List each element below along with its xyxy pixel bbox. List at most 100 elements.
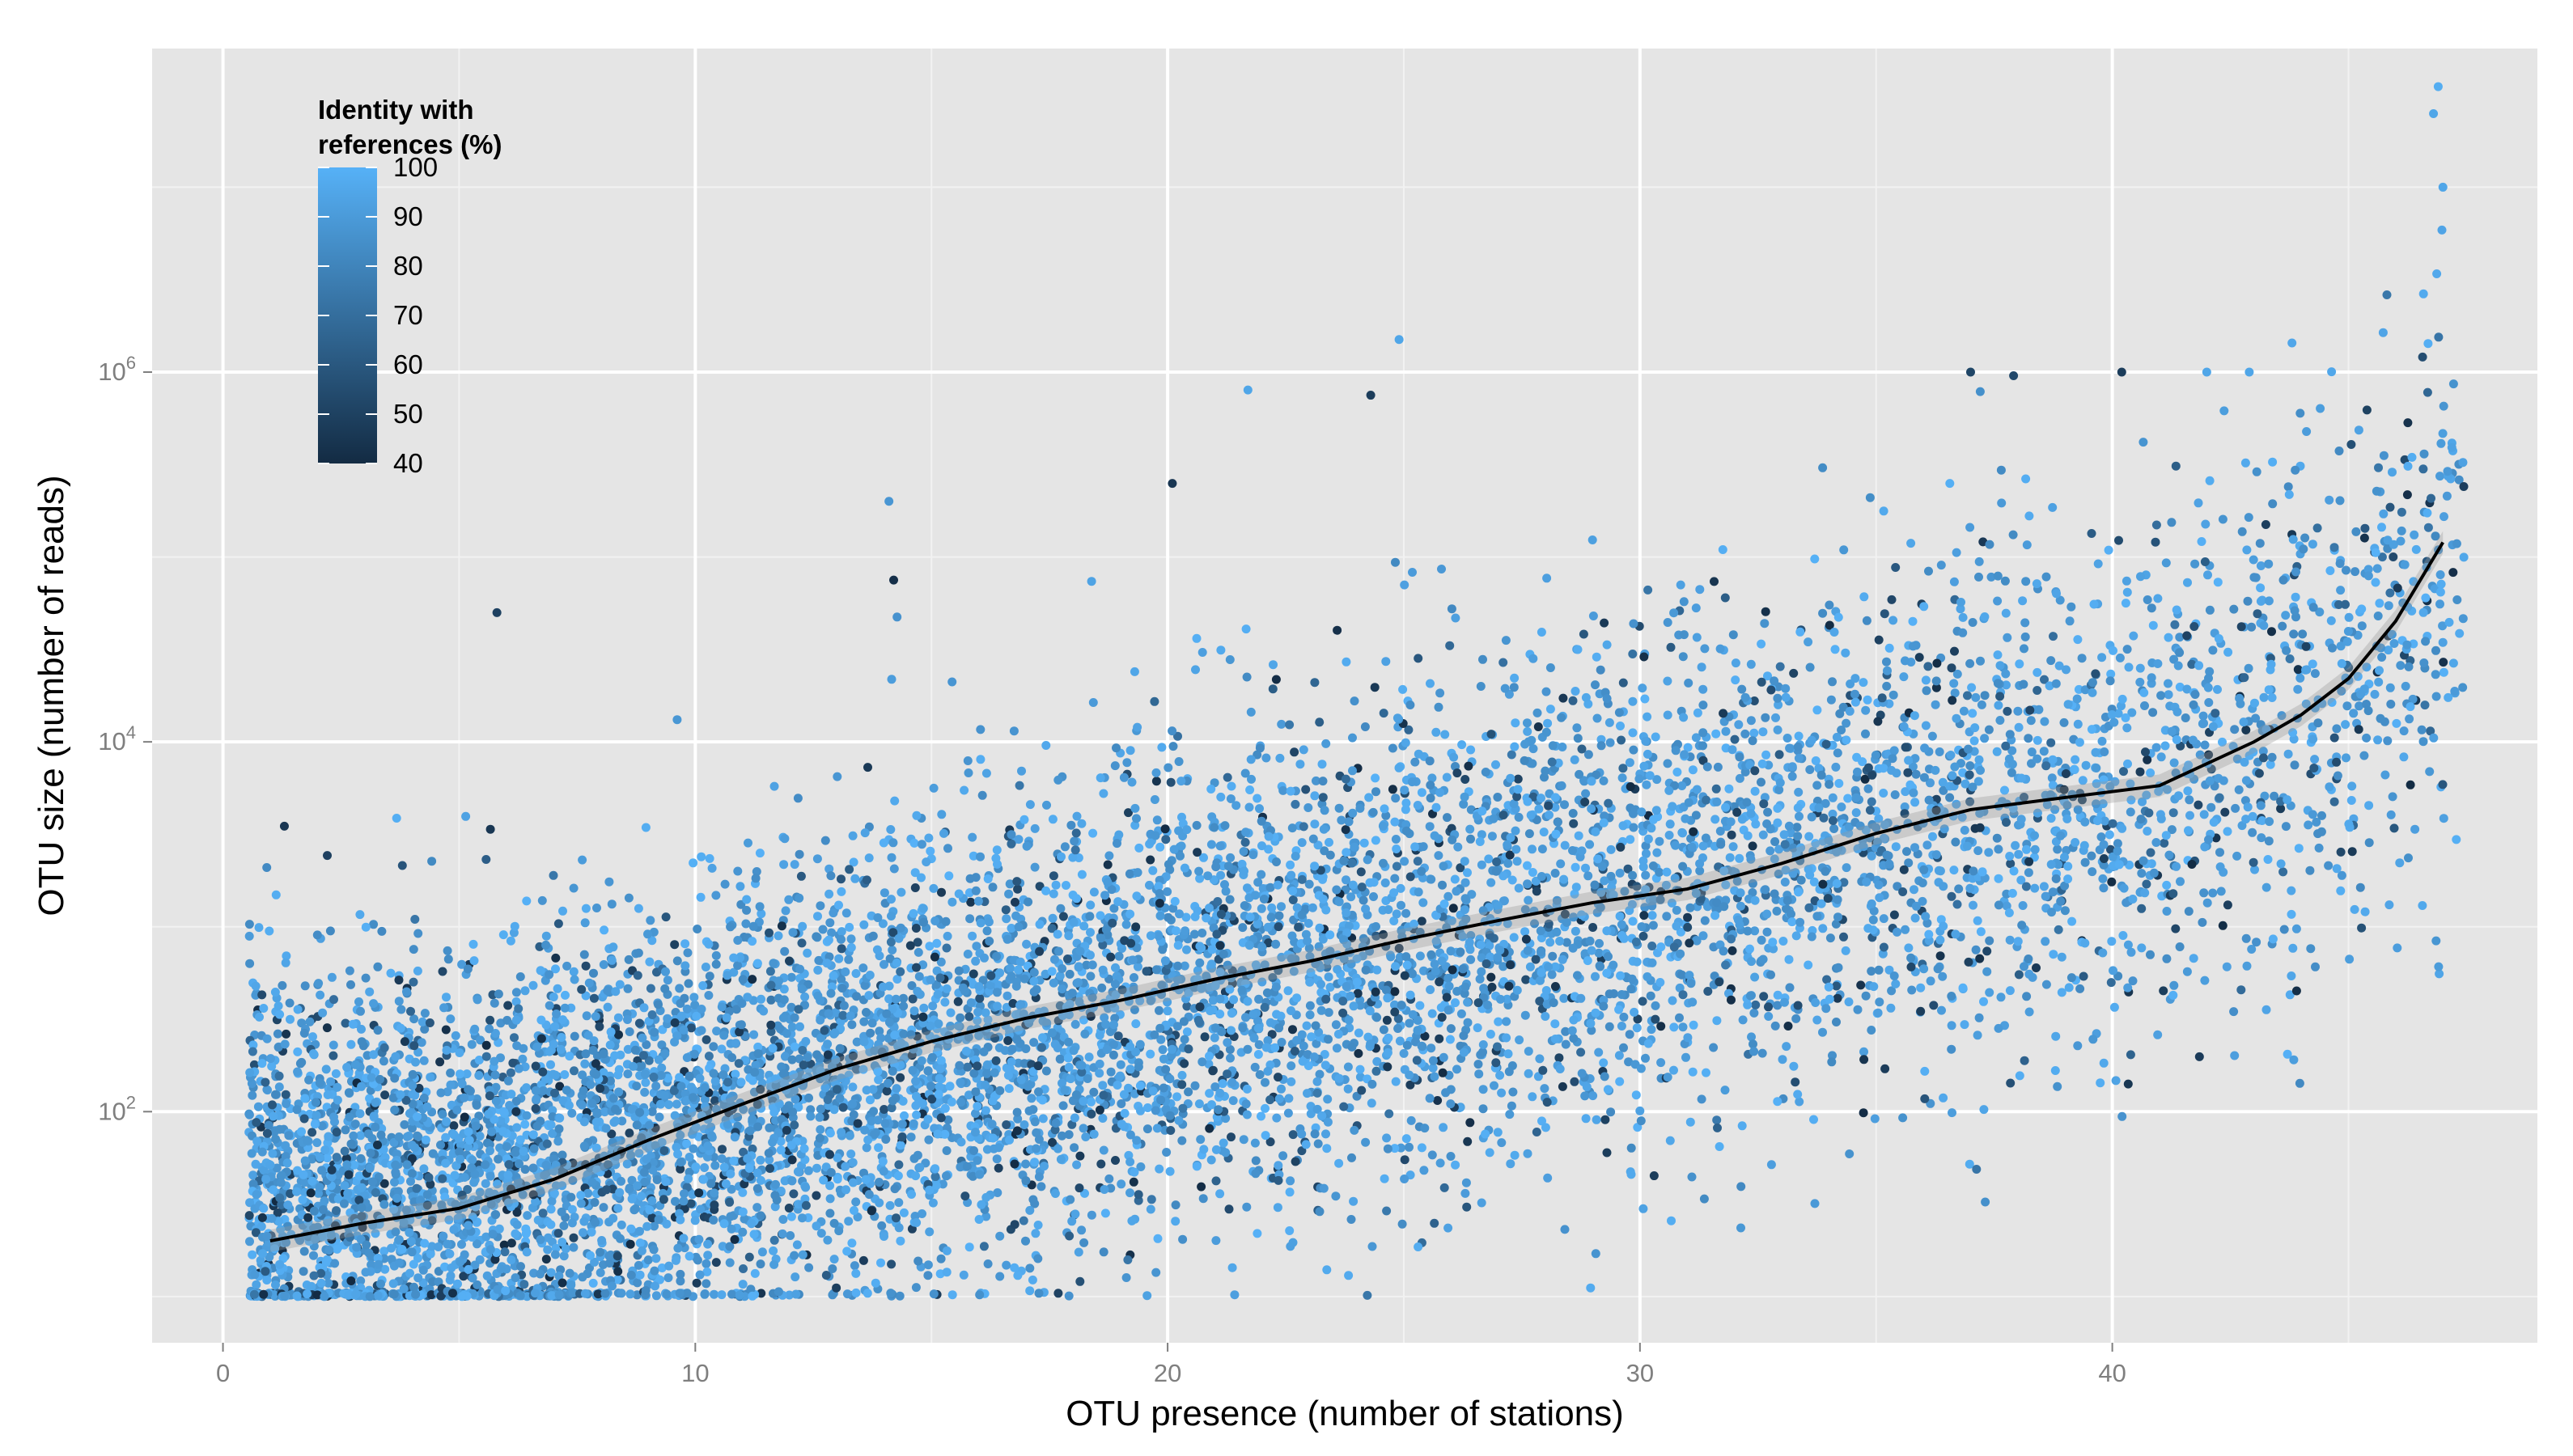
- data-point: [986, 971, 996, 980]
- data-point: [1155, 1005, 1164, 1015]
- data-point: [824, 1009, 833, 1018]
- data-point: [614, 1030, 623, 1039]
- data-point: [565, 1052, 574, 1061]
- data-point: [365, 987, 375, 997]
- data-point: [1064, 1062, 1074, 1072]
- data-point: [312, 930, 322, 940]
- data-point: [583, 1031, 593, 1040]
- data-point: [281, 1090, 290, 1099]
- data-point: [1127, 1216, 1137, 1225]
- data-point: [357, 1024, 366, 1034]
- data-point: [316, 1153, 324, 1162]
- data-point: [434, 1242, 443, 1251]
- data-point: [745, 1126, 755, 1136]
- data-point: [1035, 920, 1045, 929]
- data-point: [846, 1149, 856, 1159]
- data-point: [425, 1018, 434, 1027]
- data-point: [851, 1268, 861, 1278]
- data-point: [579, 1086, 588, 1095]
- data-point: [963, 1062, 973, 1072]
- data-point: [710, 1188, 719, 1198]
- data-point: [743, 1153, 752, 1163]
- data-point: [703, 1239, 713, 1249]
- data-point: [846, 942, 856, 952]
- data-point: [643, 929, 652, 939]
- data-point: [380, 1264, 390, 1274]
- data-point: [992, 1154, 1002, 1164]
- data-point: [837, 927, 846, 937]
- data-point: [292, 1187, 302, 1196]
- data-point: [917, 840, 926, 849]
- data-point: [496, 1264, 506, 1274]
- data-point: [785, 956, 794, 966]
- data-point: [408, 1124, 417, 1133]
- data-point: [317, 1166, 327, 1175]
- data-point: [672, 956, 682, 966]
- data-point: [244, 1110, 254, 1120]
- data-point: [974, 982, 984, 992]
- data-point: [726, 1212, 735, 1221]
- data-point: [392, 1193, 401, 1203]
- data-point: [255, 1012, 264, 1022]
- data-point: [245, 959, 255, 968]
- data-point: [273, 1208, 282, 1217]
- data-point: [982, 926, 992, 936]
- data-point: [617, 1176, 625, 1186]
- data-point: [875, 1198, 884, 1208]
- data-point: [292, 1291, 302, 1301]
- data-point: [629, 1061, 638, 1071]
- data-point: [635, 1107, 645, 1117]
- data-point: [361, 973, 371, 983]
- data-point: [405, 1228, 414, 1238]
- data-point: [1071, 828, 1081, 838]
- data-point: [485, 1091, 494, 1101]
- data-point: [748, 937, 757, 946]
- data-point: [689, 858, 698, 868]
- data-point: [784, 1204, 794, 1213]
- data-point: [919, 1003, 929, 1013]
- data-point: [833, 1085, 841, 1094]
- data-point: [418, 1265, 428, 1275]
- data-point: [638, 1033, 647, 1043]
- data-point: [1155, 899, 1164, 908]
- data-point: [1077, 870, 1087, 879]
- data-point: [850, 874, 860, 883]
- data-point: [675, 1289, 685, 1298]
- data-point: [909, 1006, 919, 1016]
- data-point: [753, 1122, 763, 1132]
- data-point: [813, 991, 823, 1001]
- data-point: [1086, 950, 1095, 960]
- data-point: [351, 1289, 361, 1299]
- data-point: [659, 1090, 669, 1100]
- data-point: [935, 1064, 945, 1073]
- data-point: [371, 1229, 380, 1238]
- data-point: [829, 1105, 839, 1115]
- data-point: [420, 1218, 430, 1228]
- data-point: [1075, 1151, 1085, 1161]
- data-point: [964, 1242, 974, 1252]
- data-point: [876, 1258, 885, 1268]
- data-point: [397, 861, 407, 870]
- data-point: [452, 1105, 462, 1115]
- data-point: [959, 1270, 969, 1280]
- data-point: [733, 961, 743, 971]
- data-point: [474, 1071, 484, 1080]
- data-point: [909, 838, 919, 848]
- data-point: [1002, 934, 1012, 944]
- data-point: [907, 1190, 916, 1199]
- data-point: [863, 1135, 873, 1145]
- data-point: [673, 1243, 683, 1253]
- data-point: [937, 887, 946, 897]
- data-point: [886, 938, 896, 947]
- data-point: [680, 961, 690, 971]
- data-point: [781, 906, 791, 916]
- data-point: [511, 1273, 520, 1283]
- data-point: [801, 1183, 811, 1192]
- data-point: [973, 1102, 982, 1111]
- data-point: [603, 1002, 613, 1012]
- data-point: [729, 1156, 739, 1166]
- data-point: [308, 1049, 318, 1059]
- data-point: [391, 1160, 401, 1170]
- data-point: [538, 1208, 548, 1218]
- data-point: [1079, 1124, 1088, 1133]
